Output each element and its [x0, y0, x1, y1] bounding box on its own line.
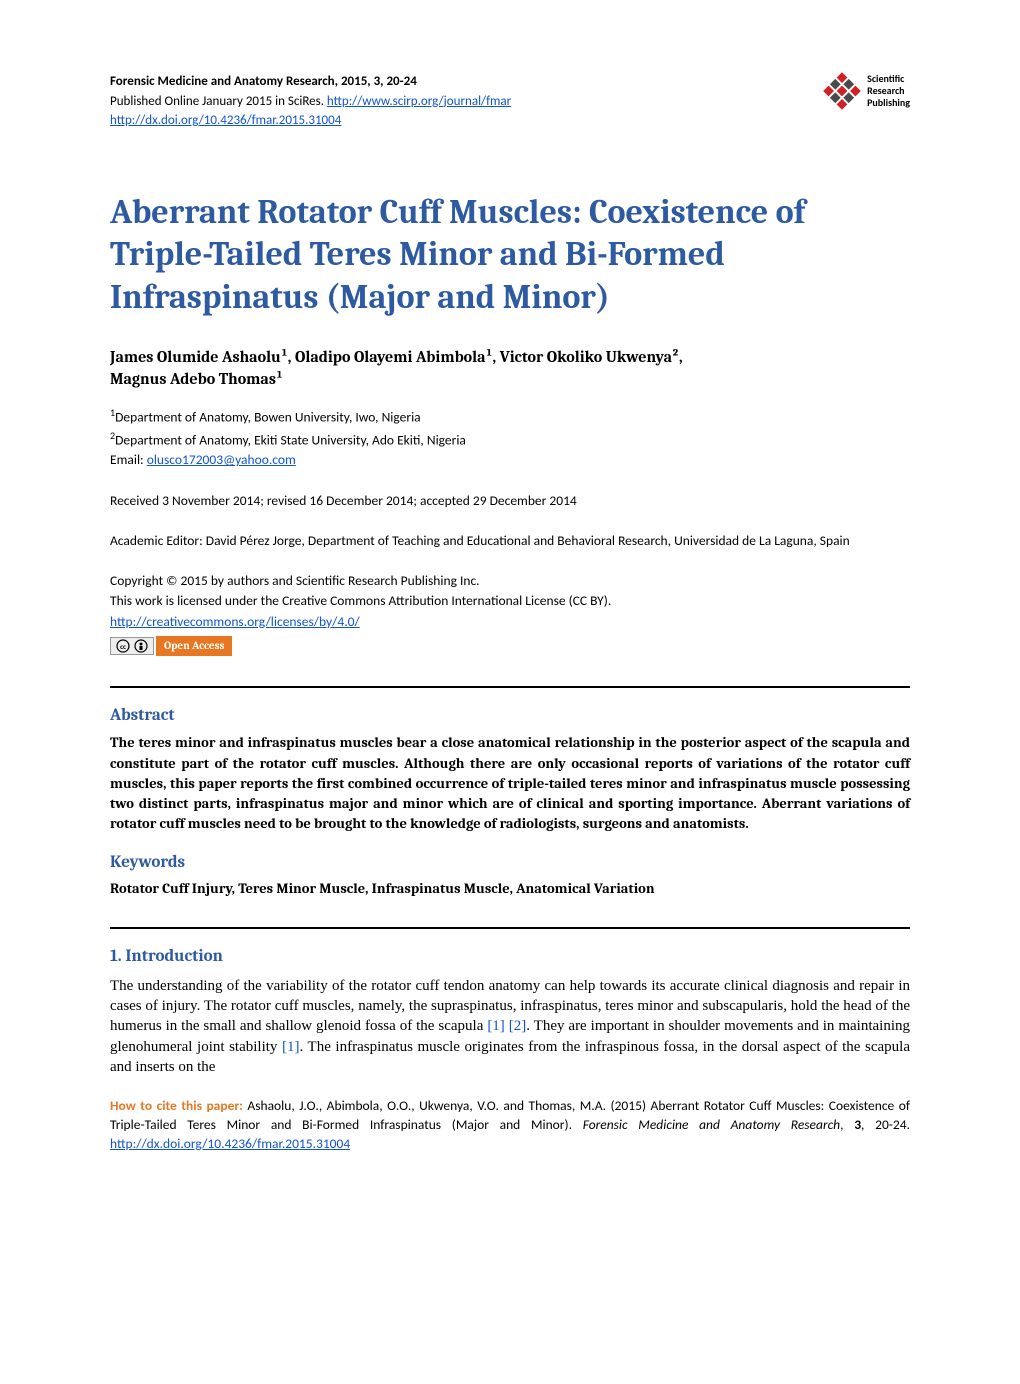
abstract-text: The teres minor and infraspinatus muscle… [110, 733, 910, 834]
cc-badge-icon: cc [110, 637, 154, 655]
affiliations: 1Department of Anatomy, Bowen University… [110, 405, 910, 471]
author-email-link[interactable]: olusco172003@yahoo.com [147, 451, 296, 468]
copyright-block: Copyright © 2015 by authors and Scientif… [110, 571, 910, 656]
divider-bottom [110, 927, 910, 929]
keywords-heading: Keywords [110, 853, 910, 872]
journal-info: Forensic Medicine and Anatomy Research, … [110, 72, 511, 131]
article-title: Aberrant Rotator Cuff Muscles: Coexisten… [110, 191, 910, 319]
by-circle-icon [134, 639, 148, 653]
cite-text-3: , 20-24. [861, 1116, 910, 1133]
published-line: Published Online January 2015 in SciRes.… [110, 92, 511, 112]
copyright-line-2: This work is licensed under the Creative… [110, 591, 910, 611]
publisher-line-3: Publishing [867, 97, 910, 109]
journal-citation-line: Forensic Medicine and Anatomy Research, … [110, 72, 511, 92]
license-badges: cc Open Access [110, 636, 910, 657]
reference-link-2[interactable]: [2] [509, 1018, 527, 1034]
publisher-logo: Scientific Research Publishing [823, 72, 910, 110]
cite-lead: How to cite this paper: [110, 1097, 247, 1114]
doi-link[interactable]: http://dx.doi.org/10.4236/fmar.2015.3100… [110, 113, 341, 128]
reference-link-1b[interactable]: [1] [282, 1039, 300, 1055]
email-line: Email: olusco172003@yahoo.com [110, 450, 910, 470]
introduction-heading: 1. Introduction [110, 947, 910, 966]
authors-line-2: Magnus Adebo Thomas¹ [110, 368, 910, 390]
keywords-text: Rotator Cuff Injury, Teres Minor Muscle,… [110, 880, 910, 897]
reference-link-1[interactable]: [1] [487, 1018, 505, 1034]
academic-editor: Academic Editor: David Pérez Jorge, Depa… [110, 531, 910, 551]
cite-doi-link[interactable]: http://dx.doi.org/10.4236/fmar.2015.3100… [110, 1135, 350, 1152]
divider-top [110, 686, 910, 688]
copyright-line-1: Copyright © 2015 by authors and Scientif… [110, 571, 910, 591]
doi-line: http://dx.doi.org/10.4236/fmar.2015.3100… [110, 111, 511, 131]
header-row: Forensic Medicine and Anatomy Research, … [110, 72, 910, 131]
srp-logo-icon [823, 72, 861, 110]
how-to-cite-box: How to cite this paper: Ashaolu, J.O., A… [110, 1097, 910, 1154]
journal-url-link[interactable]: http://www.scirp.org/journal/fmar [327, 94, 511, 109]
affiliation-2: 2Department of Anatomy, Ekiti State Univ… [110, 428, 910, 451]
email-label: Email: [110, 451, 147, 468]
authors: James Olumide Ashaolu¹, Oladipo Olayemi … [110, 346, 910, 391]
authors-line-1: James Olumide Ashaolu¹, Oladipo Olayemi … [110, 346, 910, 368]
cc-license-link[interactable]: http://creativecommons.org/licenses/by/4… [110, 613, 360, 630]
cite-journal: Forensic Medicine and Anatomy Research [583, 1116, 840, 1133]
svg-text:cc: cc [120, 642, 126, 651]
cite-text-2: , [840, 1116, 854, 1133]
introduction-paragraph: The understanding of the variability of … [110, 976, 910, 1077]
cc-circle-icon: cc [116, 639, 130, 653]
abstract-heading: Abstract [110, 706, 910, 725]
dates-line: Received 3 November 2014; revised 16 Dec… [110, 491, 910, 511]
publisher-name: Scientific Research Publishing [867, 73, 910, 109]
open-access-badge: Open Access [156, 636, 232, 657]
published-prefix: Published Online January 2015 in SciRes. [110, 94, 327, 109]
affiliation-1: 1Department of Anatomy, Bowen University… [110, 405, 910, 428]
